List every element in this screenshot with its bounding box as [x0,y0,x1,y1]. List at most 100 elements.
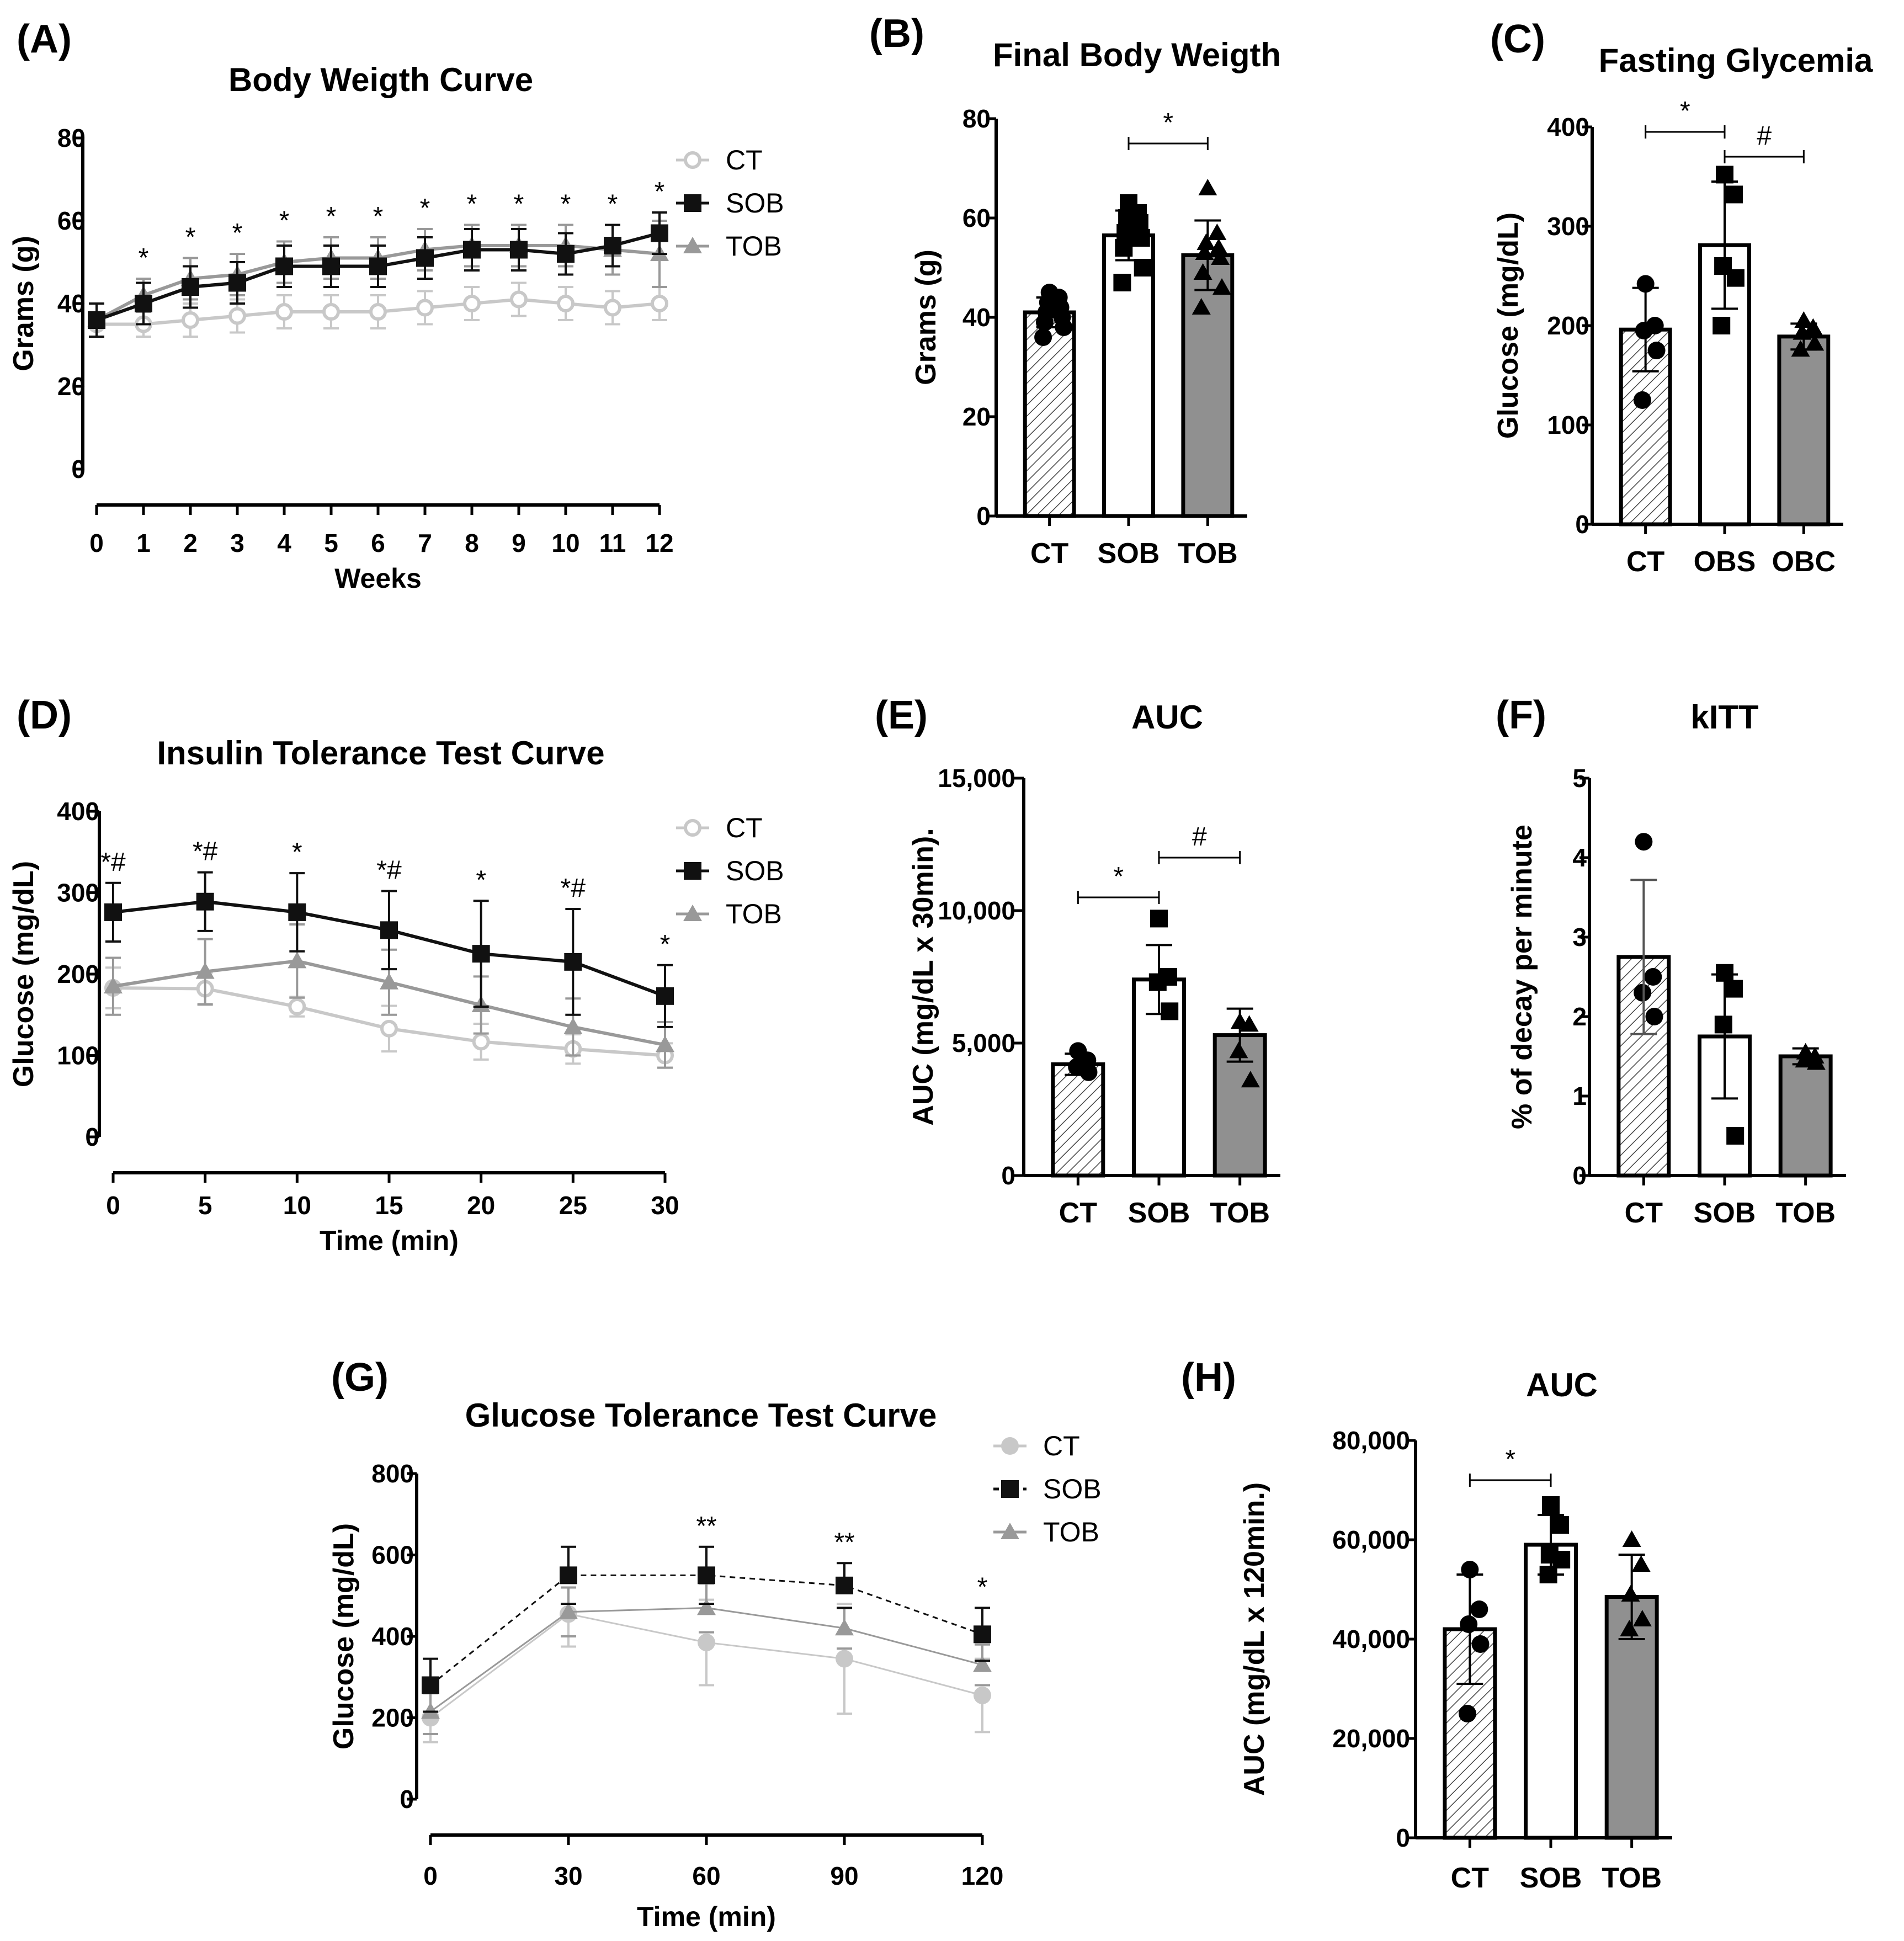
category-label: CT [1451,1862,1490,1894]
y-tick-label: 0 [71,455,86,483]
data-point [1148,973,1167,991]
y-tick-label: 100 [1547,411,1589,439]
x-tick-label: 15 [375,1191,403,1220]
x-tick-label: 5 [198,1191,212,1220]
significance-marker: * [1505,1445,1515,1474]
significance-marker: * [476,865,486,895]
data-point [1196,233,1216,250]
significance-marker: * [608,190,618,219]
y-tick-label: 60 [57,206,86,235]
significance-marker: # [1757,121,1772,151]
data-point [973,1655,992,1672]
significance-marker: * [467,190,477,219]
data-point [698,1634,715,1652]
series-tob [104,923,674,1069]
chart-title: AUC [1526,1366,1598,1403]
legend-item: CT [676,145,763,176]
data-point [416,299,434,317]
significance-marker: * [185,223,196,252]
series-sob [422,1545,991,1713]
data-point [275,303,293,321]
data-point [1805,1047,1825,1063]
data-point [1458,1705,1476,1722]
y-tick-label: 40 [962,303,991,332]
x-tick-label: 1 [136,529,151,557]
y-tick-label: 200 [371,1704,414,1732]
data-point [698,1566,715,1584]
panel-e: (E) AUC 0 5,000 10,000 15,000 AUC (mg/dL x 30m… [875,693,1280,1229]
y-tick-label: 300 [1547,212,1589,241]
data-point [604,299,621,317]
category-label: SOB [1520,1862,1582,1894]
data-point [463,241,481,259]
y-tick-label: 80 [57,124,86,152]
legend-marker [1001,1437,1019,1455]
chart-title: Insulin Tolerance Test Curve [157,735,604,772]
data-point [1631,1555,1651,1572]
legend-label: CT [726,145,763,176]
y-tick-label: 200 [57,960,99,988]
panel-label: (D) [17,693,72,737]
x-tick-label: 0 [423,1862,438,1890]
y-axis-label: Glucose (mg/dL) [328,1523,360,1749]
data-point [564,953,582,971]
data-point [1645,1008,1663,1025]
data-point [697,1598,716,1615]
data-point [416,249,434,267]
y-tick-label: 40 [57,289,86,318]
data-point [1725,980,1743,998]
significance-marker: * [232,219,243,248]
panel-g: (G) Glucose Tolerance Test Curve 0 200 400 60… [328,1355,1102,1932]
x-tick-label: 10 [283,1191,311,1220]
data-point [1132,229,1150,247]
data-point [422,1676,439,1694]
data-point [1055,318,1073,336]
y-tick-label: 1 [1572,1082,1587,1110]
significance-marker: *# [193,837,218,866]
y-tick-label: 0 [400,1785,414,1814]
bar [1051,1062,1105,1178]
data-point [1211,248,1230,265]
x-tick-label: 0 [89,529,104,557]
y-tick-label: 0 [1001,1161,1015,1190]
y-tick-label: 20 [57,372,86,401]
data-point [322,303,340,321]
data-point [288,903,306,921]
x-tick-label: 30 [554,1862,582,1890]
data-point [1079,1063,1098,1081]
y-tick-label: 5,000 [952,1029,1015,1057]
data-point [1725,185,1743,204]
data-point [1633,391,1651,409]
significance-marker: * [139,243,149,273]
legend-marker [1001,1480,1019,1498]
significance-marker: *# [376,856,402,885]
legend-item: CT [676,812,763,843]
x-tick-label: 10 [551,529,579,557]
data-point [228,307,246,325]
legend-item: SOB [676,855,784,886]
data-point [656,987,674,1005]
data-point [1150,910,1168,928]
data-point [604,237,621,254]
legend-label: CT [1043,1431,1080,1461]
panel-c: (C) Fasting Glycemia 0 100 200 300 400 Glucose … [1490,17,1873,578]
data-point [651,224,668,242]
category-label: OBC [1772,546,1836,578]
data-point [1714,1015,1732,1034]
legend-marker [684,194,701,212]
data-point [228,274,246,292]
legend-item: SOB [676,188,784,219]
data-point [1195,243,1214,260]
chart-title: AUC [1131,699,1203,736]
significance-marker: * [561,190,571,219]
legend-marker [684,862,701,880]
data-point [182,311,199,329]
chart-title: Fasting Glycemia [1599,42,1873,79]
panel-d: (D)Insulin Tolerance Test Curve010020030… [8,693,784,1256]
data-point [1208,224,1227,240]
legend-label: TOB [726,231,782,262]
data-point [1229,1041,1248,1059]
data-point [275,257,293,275]
bar [1777,334,1831,527]
data-point [288,951,307,969]
